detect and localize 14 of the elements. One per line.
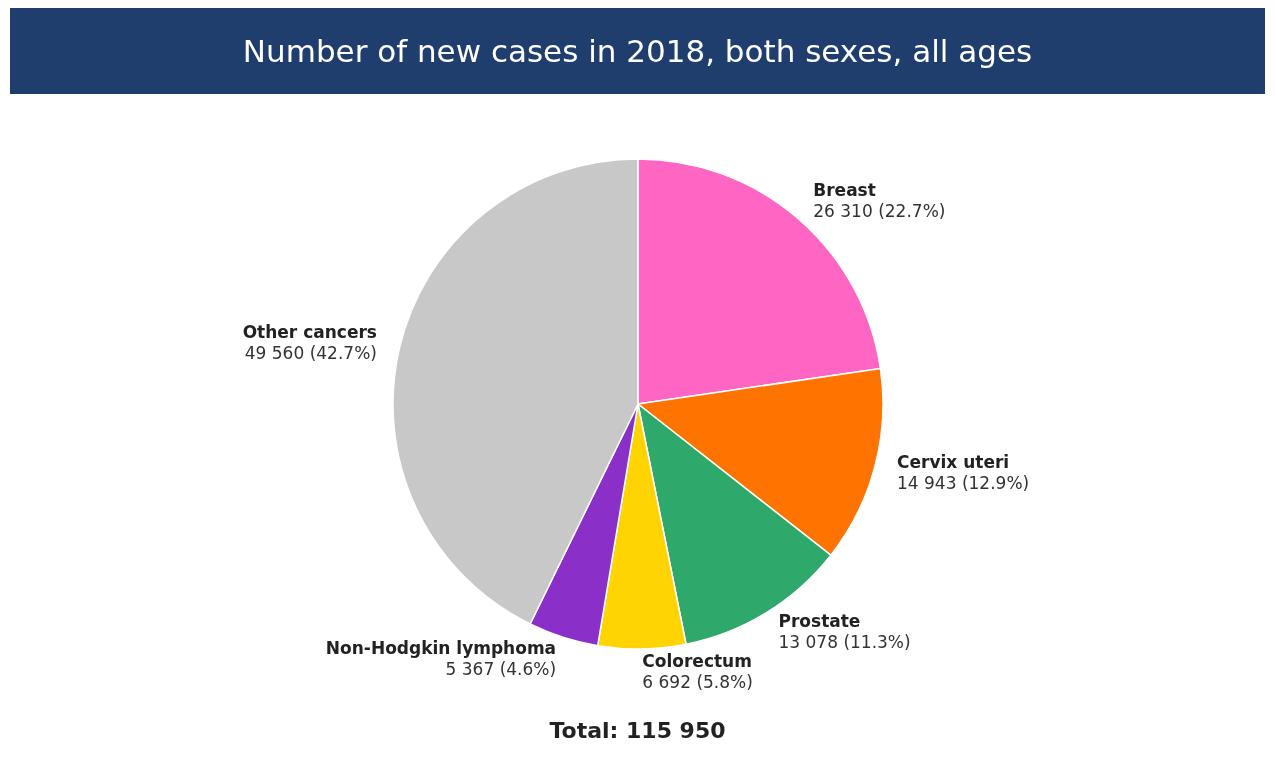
data-label: 26 310 (22.7%)	[812, 201, 945, 222]
slice-label: Cervix uteri	[896, 451, 1009, 472]
data-label: 6 692 (5.8%)	[641, 671, 753, 692]
slice-label: Prostate	[777, 611, 860, 632]
data-label: 14 943 (12.9%)	[896, 472, 1029, 493]
data-label: 13 078 (11.3%)	[777, 632, 911, 653]
slice-label: Other cancers	[242, 322, 377, 343]
data-label: 5 367 (4.6%)	[445, 659, 556, 680]
chart-title: Number of new cases in 2018, both sexes, all ages	[10, 8, 1265, 94]
slice-label: Colorectum	[641, 650, 752, 671]
text: Total: 115 950	[548, 718, 727, 743]
data-label: 49 560 (42.7%)	[244, 343, 377, 364]
slice-label: Breast	[812, 180, 876, 201]
slice-label: Non-Hodgkin lymphoma	[325, 638, 556, 659]
